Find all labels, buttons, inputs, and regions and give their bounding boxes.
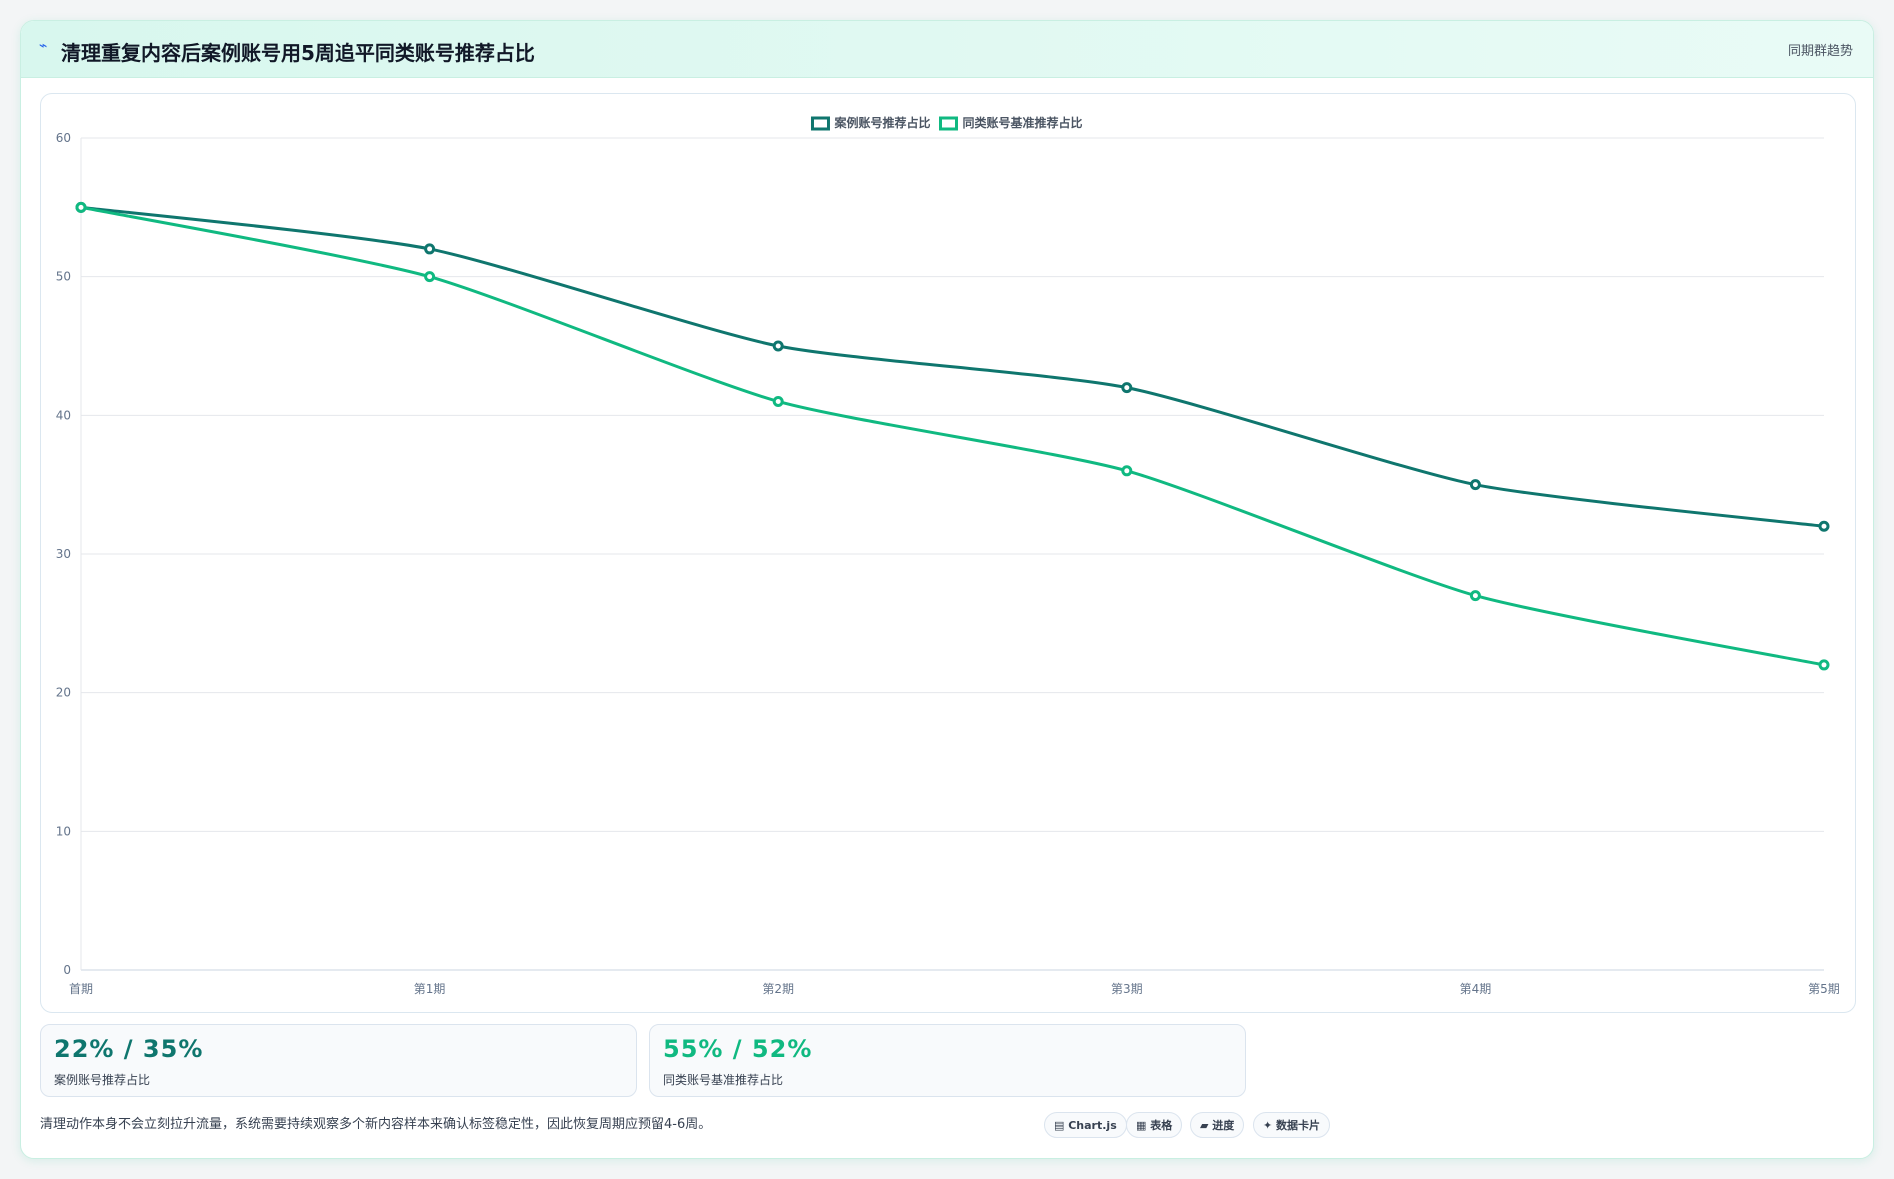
chart-card: ⌁ 清理重复内容后案例账号用5周追平同类账号推荐占比 同期群趋势 0 10 20 30… [20, 20, 1874, 1159]
stat-value: 22% / 35% [54, 1035, 204, 1063]
chip-label: 表格 [1150, 1119, 1173, 1132]
header-tag: 同期群趋势 [1787, 44, 1853, 59]
y-tick-label: 30 [56, 547, 71, 561]
stat-label: 案例账号推荐占比 [54, 1073, 151, 1087]
chart: 0 10 20 30 40 50 60 首期 第1期 第2期 第3期 第4期 第5期 案例账号推荐占比 同类… [56, 115, 1840, 996]
footnote: 清理动作本身不会立刻拉升流量，系统需要持续观察多个新内容样本来确认标签稳定性，因… [40, 1117, 712, 1132]
chip-icon: ▰ [1200, 1119, 1213, 1132]
chip[interactable]: ▰ 进度 [1190, 1112, 1245, 1138]
chip-label: Chart.js [1068, 1119, 1117, 1132]
legend-label: 案例账号推荐占比 [833, 115, 930, 130]
card-header: ⌁ 清理重复内容后案例账号用5周追平同类账号推荐占比 同期群趋势 [21, 21, 1873, 78]
chip-icon: ▦ [1136, 1119, 1151, 1132]
point [1469, 590, 1481, 602]
point [424, 271, 436, 283]
legend-label: 同类账号基准推荐占比 [963, 115, 1083, 130]
point [75, 201, 87, 213]
series-line [80, 205, 1825, 528]
x-tick-label: 第2期 [762, 982, 794, 996]
chip-label: 数据卡片 [1276, 1119, 1321, 1132]
chart-panel: 0 10 20 30 40 50 60 首期 第1期 第2期 第3期 第4期 第5期 案例账号推荐占比 同类… [40, 93, 1856, 1013]
chip[interactable]: ▦ 表格 [1126, 1112, 1183, 1138]
stat-value: 55% / 52% [663, 1035, 813, 1063]
chip-icon: ✦ [1263, 1119, 1277, 1132]
x-tick-label: 首期 [69, 982, 93, 996]
point [424, 243, 436, 255]
point [1818, 659, 1830, 671]
chip-icon: ▤ [1054, 1119, 1069, 1132]
y-tick-label: 40 [56, 408, 71, 422]
x-tick-label: 第3期 [1111, 982, 1143, 996]
y-tick-label: 60 [56, 131, 71, 145]
series-line [80, 205, 1825, 667]
y-tick-label: 20 [56, 686, 71, 700]
point [1121, 465, 1133, 477]
x-tick-label: 第1期 [414, 982, 446, 996]
point [1121, 382, 1133, 394]
title-icon: ⌁ [39, 38, 48, 54]
point [1469, 479, 1481, 491]
legend-swatch [810, 116, 830, 131]
x-tick-label: 第5期 [1808, 982, 1840, 996]
stat-card: 22% / 35% 案例账号推荐占比 [40, 1024, 637, 1097]
y-tick-label: 10 [56, 824, 71, 838]
chip-label: 进度 [1212, 1119, 1235, 1132]
point [772, 395, 784, 407]
chip[interactable]: ✦ 数据卡片 [1253, 1112, 1331, 1138]
stat-card: 55% / 52% 同类账号基准推荐占比 [649, 1024, 1246, 1097]
card-title: 清理重复内容后案例账号用5周追平同类账号推荐占比 [61, 41, 535, 65]
point [1818, 520, 1830, 532]
y-tick-label: 50 [56, 270, 71, 284]
stat-label: 同类账号基准推荐占比 [663, 1073, 784, 1087]
y-tick-label: 0 [63, 963, 71, 977]
chip[interactable]: ▤ Chart.js [1044, 1112, 1127, 1138]
legend-swatch [939, 116, 958, 131]
point [772, 340, 784, 352]
x-tick-label: 第4期 [1460, 982, 1492, 996]
